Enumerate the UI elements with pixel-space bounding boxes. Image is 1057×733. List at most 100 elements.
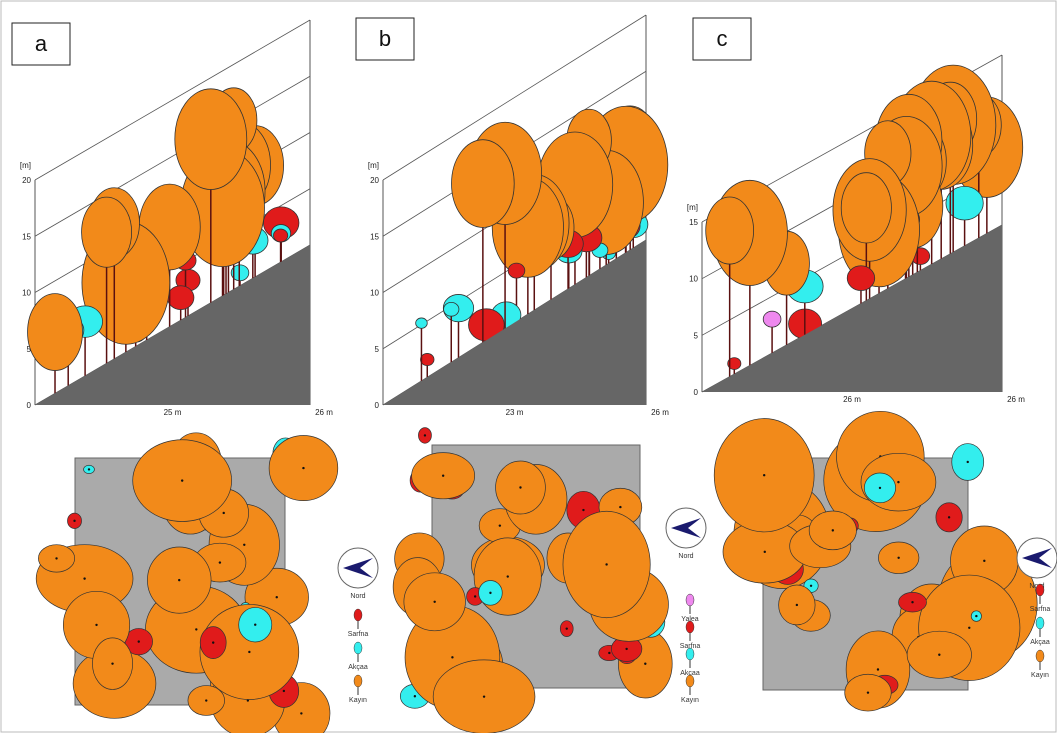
stem	[276, 596, 278, 598]
y-tick-label: 15	[22, 232, 31, 241]
stem	[948, 516, 950, 518]
stem	[763, 474, 765, 476]
stem	[911, 601, 913, 603]
y-tick-label: 10	[22, 289, 31, 298]
stem	[300, 712, 302, 714]
stem	[877, 668, 879, 670]
stem	[810, 585, 812, 587]
compass-label: Nord	[678, 553, 693, 560]
y-tick-label: 0	[375, 401, 380, 410]
stem	[608, 652, 610, 654]
panel-label: a	[35, 31, 48, 56]
y-tick-label: 0	[694, 388, 699, 397]
legend-symbol	[686, 675, 694, 687]
stem	[938, 654, 940, 656]
stem	[483, 695, 485, 697]
crown	[175, 89, 247, 190]
x-label: 23 m	[506, 408, 524, 417]
legend-symbol	[686, 648, 694, 660]
stem	[73, 520, 75, 522]
stem	[489, 592, 491, 594]
stem	[433, 601, 435, 603]
stem	[424, 434, 426, 436]
stem	[499, 524, 501, 526]
y-tick-label: 10	[689, 275, 698, 284]
stem	[625, 648, 627, 650]
legend-label: Kayın	[1031, 672, 1049, 679]
legend-label: Kayın	[349, 697, 367, 704]
legend-label: Sarfna	[1030, 606, 1051, 613]
legend-label: Akçaa	[1030, 639, 1050, 646]
stem	[111, 662, 113, 664]
y-unit: [m]	[687, 203, 698, 212]
stem	[95, 624, 97, 626]
stem	[975, 615, 977, 617]
stem	[764, 551, 766, 553]
y-unit: [m]	[368, 161, 379, 170]
stem	[195, 628, 197, 630]
stem	[178, 579, 180, 581]
x-label: 26 m	[843, 395, 861, 404]
legend-label: Kayın	[681, 697, 699, 704]
crown	[946, 186, 983, 220]
stem	[644, 663, 646, 665]
stem	[219, 561, 221, 563]
figure: a 0 5 10 15 20 [m] 25 m 26 m Nord Sarfna Akçaa Kayın…	[0, 0, 1057, 733]
y-tick-label: 15	[689, 218, 698, 227]
legend-symbol	[354, 609, 362, 621]
stem	[442, 475, 444, 477]
stem	[967, 461, 969, 463]
x-label-right: 26 m	[315, 408, 333, 417]
crown	[706, 197, 754, 264]
y-tick-label: 10	[370, 289, 379, 298]
stem	[55, 557, 57, 559]
stem	[83, 577, 85, 579]
x-label-right: 26 m	[651, 408, 669, 417]
stem	[302, 467, 304, 469]
stem	[879, 487, 881, 489]
stem	[796, 604, 798, 606]
stem	[474, 595, 476, 597]
y-tick-label: 15	[370, 232, 379, 241]
stem	[181, 479, 183, 481]
y-tick-label: 20	[370, 176, 379, 185]
stem	[897, 481, 899, 483]
y-tick-label: 5	[375, 345, 380, 354]
stem	[566, 627, 568, 629]
stem	[451, 656, 453, 658]
x-label: 25 m	[164, 408, 182, 417]
stem	[414, 695, 416, 697]
stem	[212, 641, 214, 643]
stem	[519, 486, 521, 488]
legend-symbol	[1036, 617, 1044, 629]
y-tick-label: 0	[27, 401, 32, 410]
stem	[205, 699, 207, 701]
stem	[867, 691, 869, 693]
compass-label: Nord	[350, 593, 365, 600]
crown	[421, 353, 435, 365]
stem	[507, 575, 509, 577]
crown	[841, 173, 891, 243]
panel-label: b	[379, 26, 391, 51]
crown	[847, 266, 874, 291]
stem	[88, 468, 90, 470]
crown	[508, 263, 525, 278]
crown	[167, 286, 193, 310]
crown	[452, 140, 515, 228]
x-label-right: 26 m	[1007, 395, 1025, 404]
stem	[619, 506, 621, 508]
legend-symbol	[1036, 584, 1044, 596]
stem	[605, 563, 607, 565]
crown	[416, 318, 428, 328]
legend-symbol	[1036, 650, 1044, 662]
stem	[283, 690, 285, 692]
stem	[138, 640, 140, 642]
crown	[444, 302, 459, 316]
y-tick-label: 5	[694, 331, 699, 340]
crown	[273, 229, 287, 242]
crown	[28, 294, 83, 371]
legend-symbol	[354, 675, 362, 687]
legend-symbol	[686, 594, 694, 606]
stem	[832, 529, 834, 531]
stem	[248, 651, 250, 653]
